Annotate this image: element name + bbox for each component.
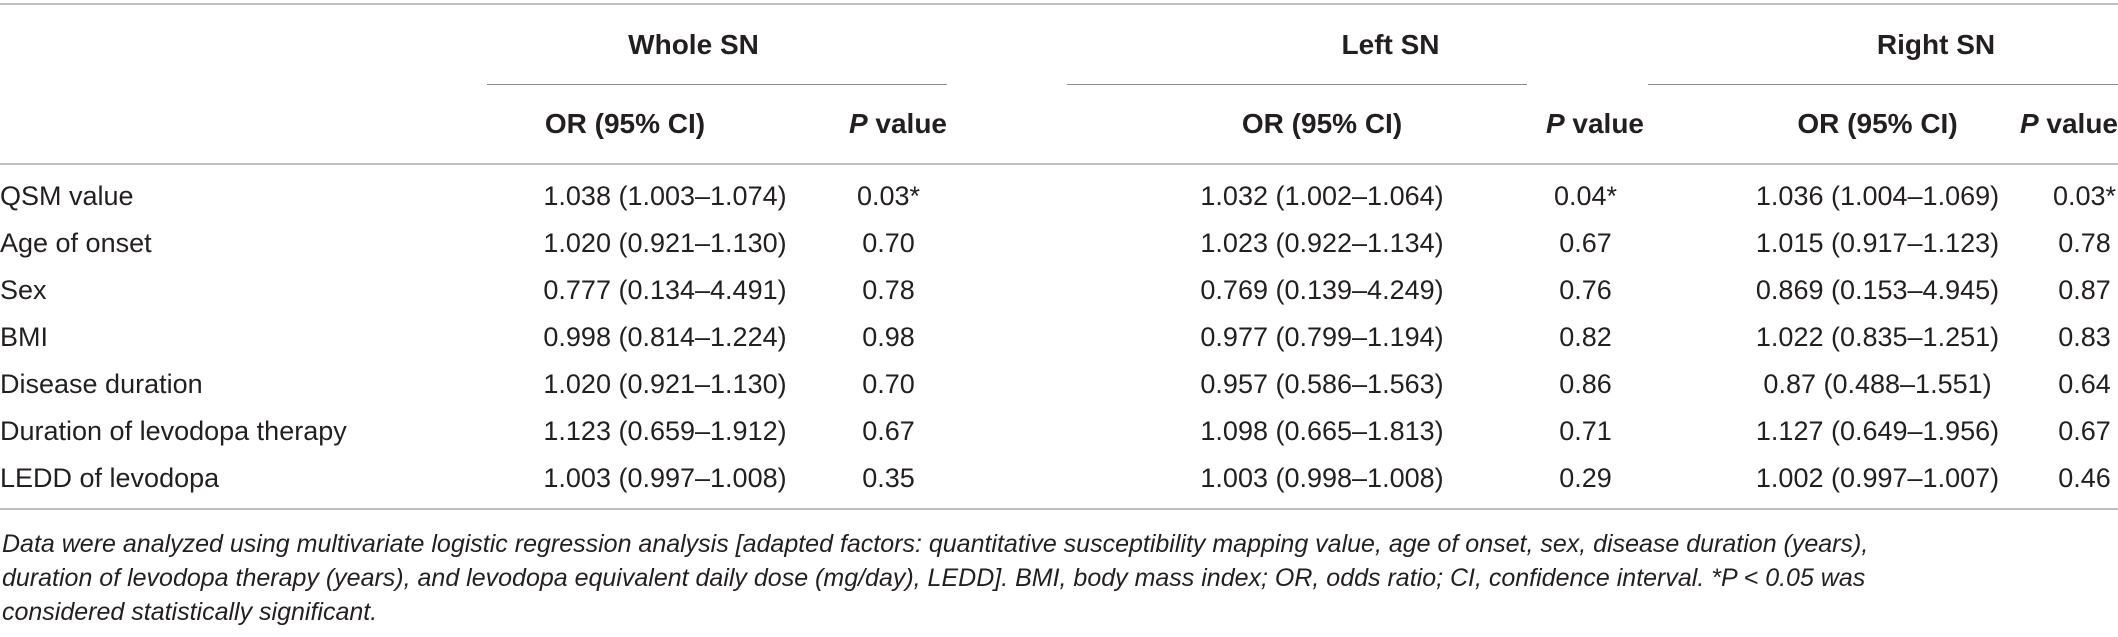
right-or-cell: 1.002 (0.997–1.007) [1755,463,2000,493]
right-or-cell: 1.036 (1.004–1.069) [1755,181,2000,211]
table-row: Duration of levodopa therapy 1.123 (0.65… [0,408,2118,455]
row-label: LEDD of levodopa [0,463,220,493]
right-or-cell: 1.022 (0.835–1.251) [1755,322,2000,352]
whole-p-cell: 0.78 [862,275,915,305]
right-p-header: P value [2001,85,2118,164]
row-label: Disease duration [0,369,203,399]
empty-corner [0,4,420,85]
whole-p-italic: P [848,108,868,139]
left-p-cell: 0.82 [1559,322,1612,352]
whole-p-cell: 0.03* [856,181,921,211]
right-sn-underline [1648,84,2118,85]
table-row: Disease duration 1.020 (0.921–1.130) 0.7… [0,361,2118,408]
whole-or-cell: 1.038 (1.003–1.074) [543,181,787,211]
right-p-cell: 0.03* [2052,181,2117,211]
left-p-header: P value [1527,85,1644,164]
row-label: Sex [0,275,47,305]
row-label: Age of onset [0,228,152,258]
row-label: BMI [0,322,49,352]
whole-or-header: OR (95% CI) [544,108,706,139]
left-or-cell: 1.003 (0.998–1.008) [1200,463,1444,493]
group-right-sn: Right SN [1876,29,1996,60]
footnote-line-1: Data were analyzed using multivariate lo… [2,530,1869,558]
left-or-header: OR (95% CI) [1241,108,1403,139]
table-row: BMI 0.998 (0.814–1.224) 0.98 0.977 (0.79… [0,314,2118,361]
table-row: Sex 0.777 (0.134–4.491) 0.78 0.769 (0.13… [0,267,2118,314]
whole-or-cell: 1.020 (0.921–1.130) [543,228,787,258]
table-row: Age of onset 1.020 (0.921–1.130) 0.70 1.… [0,220,2118,267]
right-p-cell: 0.83 [2058,322,2111,352]
whole-p-rest: value [867,108,948,139]
group-header-row: Whole SN Left SN Right SN [0,4,2118,85]
right-p-cell: 0.78 [2058,228,2111,258]
subheader-row: OR (95% CI) P value OR (95% CI) P value … [0,85,2118,164]
right-or-cell: 1.015 (0.917–1.123) [1755,228,2000,258]
left-or-cell: 1.032 (1.002–1.064) [1200,181,1444,211]
right-or-cell: 1.127 (0.649–1.956) [1755,416,2000,446]
left-p-cell: 0.04* [1553,181,1618,211]
footnote-line-3: considered statistically significant. [2,598,378,626]
whole-sn-underline [487,84,947,85]
whole-p-cell: 0.35 [862,463,915,493]
whole-p-cell: 0.70 [862,369,915,399]
left-p-cell: 0.29 [1559,463,1612,493]
table-footnote: Data were analyzed using multivariate lo… [2,527,2114,629]
right-p-cell: 0.64 [2058,369,2111,399]
row-label: QSM value [0,181,134,211]
regression-table: Whole SN Left SN Right SN OR (95% CI) P … [0,3,2118,510]
table-row: QSM value 1.038 (1.003–1.074) 0.03* 1.03… [0,164,2118,220]
right-p-cell: 0.87 [2058,275,2111,305]
right-p-italic: P [2019,108,2039,139]
left-or-cell: 0.977 (0.799–1.194) [1200,322,1444,352]
right-or-cell: 0.869 (0.153–4.945) [1755,275,2000,305]
left-p-italic: P [1545,108,1565,139]
left-or-cell: 1.098 (0.665–1.813) [1200,416,1444,446]
empty-label-header [0,85,420,164]
right-p-cell: 0.46 [2058,463,2111,493]
left-or-cell: 0.957 (0.586–1.563) [1200,369,1444,399]
right-p-rest: value [2038,108,2118,139]
right-or-cell: 0.87 (0.488–1.551) [1763,369,1992,399]
footnote-line-2: duration of levodopa therapy (years), an… [2,564,1866,592]
whole-or-cell: 1.020 (0.921–1.130) [543,369,787,399]
left-or-cell: 1.023 (0.922–1.134) [1200,228,1444,258]
whole-or-cell: 0.998 (0.814–1.224) [543,322,787,352]
row-label: Duration of levodopa therapy [0,416,347,446]
whole-p-cell: 0.67 [862,416,915,446]
group-whole-sn: Whole SN [628,29,759,60]
left-p-cell: 0.76 [1559,275,1612,305]
whole-p-cell: 0.70 [862,228,915,258]
left-p-cell: 0.86 [1559,369,1612,399]
whole-p-header: P value [830,85,947,164]
left-p-rest: value [1564,108,1645,139]
whole-or-cell: 1.003 (0.997–1.008) [543,463,787,493]
whole-or-cell: 0.777 (0.134–4.491) [543,275,787,305]
whole-p-cell: 0.98 [862,322,915,352]
right-or-header: OR (95% CI) [1797,108,1958,139]
table-body: QSM value 1.038 (1.003–1.074) 0.03* 1.03… [0,164,2118,509]
left-or-cell: 0.769 (0.139–4.249) [1200,275,1444,305]
left-sn-underline [1067,84,1527,85]
group-left-sn: Left SN [1341,29,1440,60]
whole-or-cell: 1.123 (0.659–1.912) [543,416,787,446]
table-row: LEDD of levodopa 1.003 (0.997–1.008) 0.3… [0,455,2118,509]
left-p-cell: 0.67 [1559,228,1612,258]
right-p-cell: 0.67 [2058,416,2111,446]
left-p-cell: 0.71 [1559,416,1612,446]
